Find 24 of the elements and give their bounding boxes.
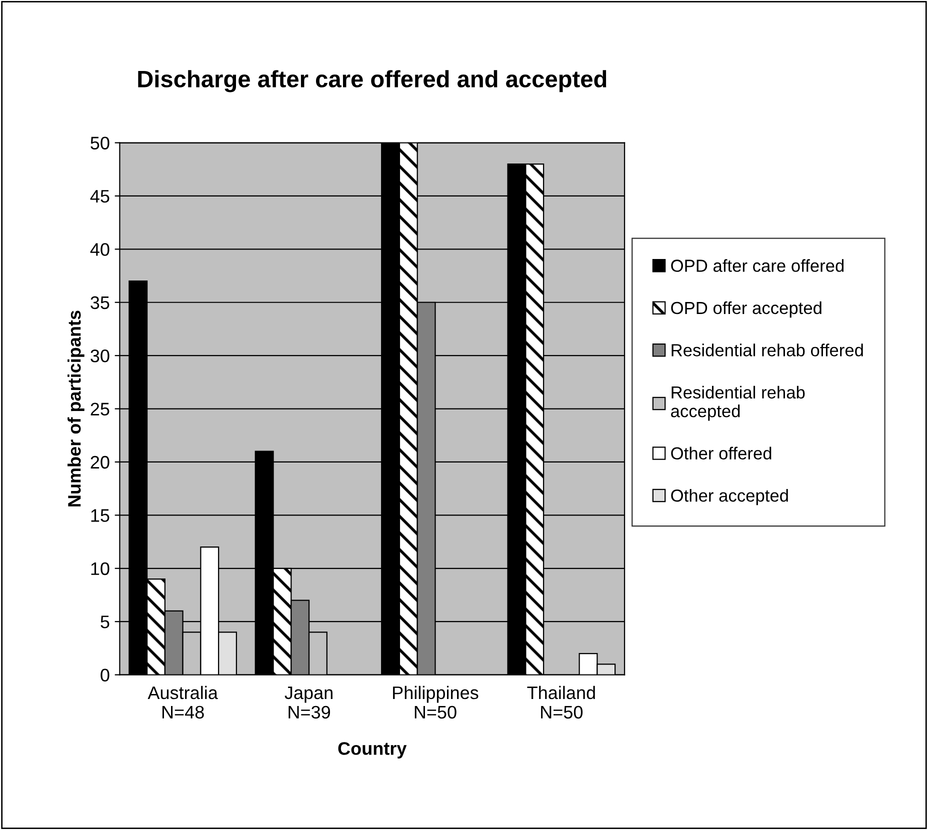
x-tick-label: Thailand N=50 bbox=[527, 686, 595, 719]
legend-label: Residential rehab accepted bbox=[671, 386, 805, 421]
y-tick-label: 35 bbox=[90, 296, 110, 310]
legend-label: Residential rehab offered bbox=[672, 344, 863, 356]
legend-label: OPD offer accepted bbox=[671, 301, 822, 318]
y-tick-label: 25 bbox=[90, 402, 110, 416]
y-tick-label: 5 bbox=[100, 616, 110, 628]
x-tick-label: Philippines N=50 bbox=[393, 686, 478, 719]
legend-label: OPD after care offered bbox=[671, 259, 844, 272]
legend-label: Other offered bbox=[671, 446, 772, 460]
y-tick-label: 15 bbox=[91, 509, 110, 522]
x-tick-label: Japan N=39 bbox=[284, 686, 332, 719]
legend-label: Other accepted bbox=[671, 488, 788, 506]
y-tick-label: 40 bbox=[90, 243, 110, 256]
y-tick-label: 45 bbox=[90, 190, 110, 203]
y-tick-label: 10 bbox=[91, 562, 110, 576]
chart-title: Discharge after care offered and accepted bbox=[138, 70, 606, 92]
y-tick-label: 30 bbox=[90, 350, 110, 362]
x-tick-label: Australia N=48 bbox=[148, 686, 218, 719]
x-axis-title: Country bbox=[338, 742, 407, 758]
y-tick-label: 0 bbox=[100, 668, 110, 682]
y-tick-label: 20 bbox=[90, 456, 110, 469]
y-tick-label: 50 bbox=[90, 136, 110, 150]
y-axis-title: Number of participants bbox=[68, 310, 84, 506]
